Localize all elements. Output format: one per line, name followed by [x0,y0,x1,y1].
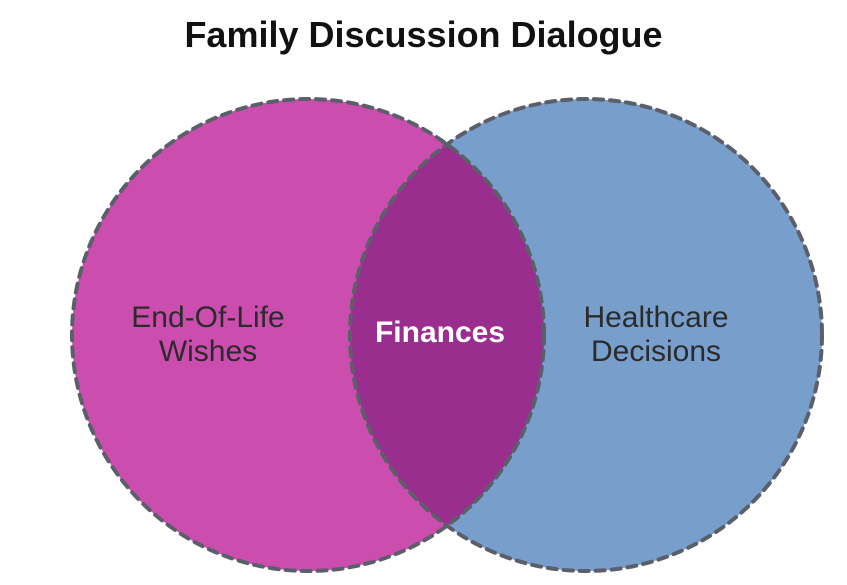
venn-label-left-line1: End-Of-Life [131,301,284,334]
venn-label-right-line1: Healthcare [583,301,728,334]
venn-label-right: Healthcare Decisions [546,301,766,370]
venn-label-right-line2: Decisions [591,335,721,368]
venn-label-left-line2: Wishes [159,335,257,368]
venn-diagram [0,0,847,585]
venn-label-center: Finances [350,316,530,351]
venn-label-left: End-Of-Life Wishes [98,301,318,370]
